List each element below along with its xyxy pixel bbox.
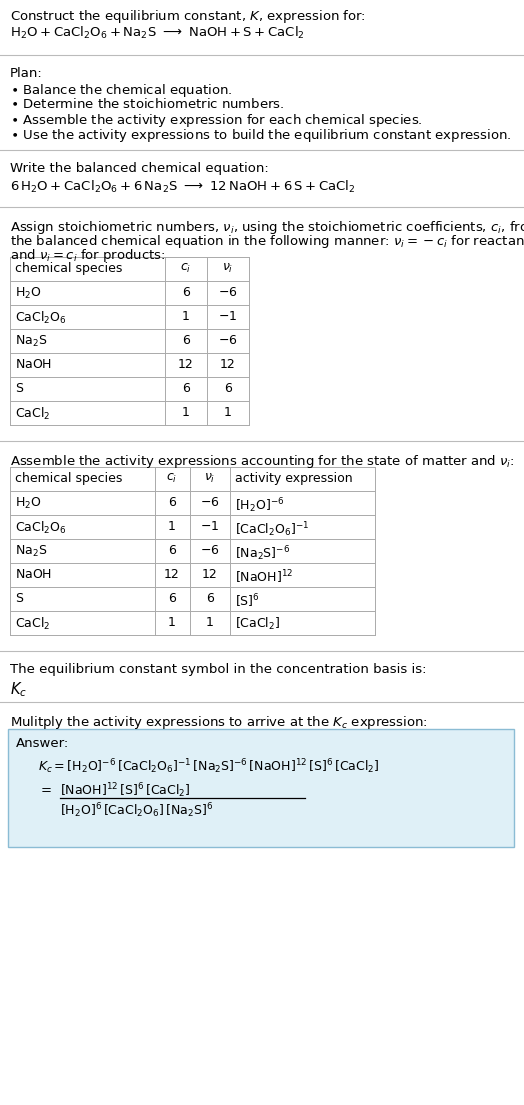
- Text: the balanced chemical equation in the following manner: $\nu_i = -c_i$ for react: the balanced chemical equation in the fo…: [10, 233, 524, 250]
- Text: $\mathrm{NaOH}$: $\mathrm{NaOH}$: [15, 358, 52, 371]
- Text: $\bullet$ Assemble the activity expression for each chemical species.: $\bullet$ Assemble the activity expressi…: [10, 112, 423, 129]
- Text: $K_c$: $K_c$: [10, 680, 27, 698]
- Text: 6: 6: [168, 544, 176, 557]
- Text: $[\mathrm{NaOH}]^{12}\,[\mathrm{S}]^{6}\,[\mathrm{CaCl_2}]$: $[\mathrm{NaOH}]^{12}\,[\mathrm{S}]^{6}\…: [60, 781, 191, 800]
- Text: $\mathrm{Na_2S}$: $\mathrm{Na_2S}$: [15, 544, 47, 559]
- Text: Assign stoichiometric numbers, $\nu_i$, using the stoichiometric coefficients, $: Assign stoichiometric numbers, $\nu_i$, …: [10, 219, 524, 236]
- Text: 1: 1: [168, 520, 176, 533]
- Text: 1: 1: [168, 615, 176, 629]
- Text: $\mathrm{CaCl_2}$: $\mathrm{CaCl_2}$: [15, 406, 50, 422]
- Text: $[\mathrm{H_2O}]^{-6}$: $[\mathrm{H_2O}]^{-6}$: [235, 496, 285, 515]
- Text: $[\mathrm{CaCl_2O_6}]^{-1}$: $[\mathrm{CaCl_2O_6}]^{-1}$: [235, 520, 310, 539]
- Text: Answer:: Answer:: [16, 737, 69, 750]
- Text: $-$6: $-$6: [200, 496, 220, 509]
- Text: $[\mathrm{S}]^{6}$: $[\mathrm{S}]^{6}$: [235, 592, 260, 610]
- Text: $-$6: $-$6: [200, 544, 220, 557]
- Text: 6: 6: [182, 334, 190, 347]
- Text: and $\nu_i = c_i$ for products:: and $\nu_i = c_i$ for products:: [10, 248, 166, 264]
- Text: $c_i$: $c_i$: [166, 472, 178, 485]
- Text: $\bullet$ Determine the stoichiometric numbers.: $\bullet$ Determine the stoichiometric n…: [10, 97, 285, 110]
- Text: $\mathrm{S}$: $\mathrm{S}$: [15, 382, 24, 394]
- Text: 1: 1: [182, 406, 190, 419]
- Text: 6: 6: [168, 592, 176, 606]
- Text: 12: 12: [164, 568, 180, 581]
- Text: $\mathrm{CaCl_2O_6}$: $\mathrm{CaCl_2O_6}$: [15, 520, 67, 536]
- Text: $[\mathrm{CaCl_2}]$: $[\mathrm{CaCl_2}]$: [235, 615, 280, 632]
- Text: $-$1: $-$1: [219, 311, 237, 323]
- Text: 1: 1: [182, 311, 190, 323]
- Text: activity expression: activity expression: [235, 472, 353, 485]
- Text: 12: 12: [178, 358, 194, 371]
- Text: Plan:: Plan:: [10, 67, 43, 80]
- Text: $K_c = [\mathrm{H_2O}]^{-6}\,[\mathrm{CaCl_2O_6}]^{-1}\,[\mathrm{Na_2S}]^{-6}\,[: $K_c = [\mathrm{H_2O}]^{-6}\,[\mathrm{Ca…: [38, 757, 380, 776]
- Text: $[\mathrm{NaOH}]^{12}$: $[\mathrm{NaOH}]^{12}$: [235, 568, 293, 586]
- Text: $\mathrm{CaCl_2O_6}$: $\mathrm{CaCl_2O_6}$: [15, 311, 67, 326]
- Text: 6: 6: [182, 382, 190, 394]
- Text: 6: 6: [182, 286, 190, 299]
- Text: $\mathrm{6\,H_2O + CaCl_2O_6 + 6\,Na_2S}$ $\longrightarrow$ $\mathrm{12\,NaOH + : $\mathrm{6\,H_2O + CaCl_2O_6 + 6\,Na_2S}…: [10, 179, 356, 196]
- Text: $-$1: $-$1: [200, 520, 220, 533]
- Text: chemical species: chemical species: [15, 262, 123, 275]
- FancyBboxPatch shape: [8, 729, 514, 848]
- Text: 1: 1: [206, 615, 214, 629]
- Text: 1: 1: [224, 406, 232, 419]
- Text: 6: 6: [224, 382, 232, 394]
- Text: $\mathrm{Na_2S}$: $\mathrm{Na_2S}$: [15, 334, 47, 349]
- Text: $c_i$: $c_i$: [180, 262, 192, 275]
- Text: 6: 6: [206, 592, 214, 606]
- Text: Mulitply the activity expressions to arrive at the $K_c$ expression:: Mulitply the activity expressions to arr…: [10, 714, 428, 732]
- Text: $\bullet$ Balance the chemical equation.: $\bullet$ Balance the chemical equation.: [10, 82, 233, 99]
- Text: 12: 12: [220, 358, 236, 371]
- Text: Construct the equilibrium constant, $K$, expression for:: Construct the equilibrium constant, $K$,…: [10, 8, 366, 25]
- Text: $\nu_i$: $\nu_i$: [222, 262, 234, 275]
- Text: $-$6: $-$6: [218, 286, 238, 299]
- Text: 6: 6: [168, 496, 176, 509]
- Text: $\mathrm{S}$: $\mathrm{S}$: [15, 592, 24, 606]
- Text: chemical species: chemical species: [15, 472, 123, 485]
- Text: $=$: $=$: [38, 782, 52, 796]
- Text: Write the balanced chemical equation:: Write the balanced chemical equation:: [10, 162, 269, 175]
- Text: Assemble the activity expressions accounting for the state of matter and $\nu_i$: Assemble the activity expressions accoun…: [10, 453, 515, 470]
- Text: $\bullet$ Use the activity expressions to build the equilibrium constant express: $\bullet$ Use the activity expressions t…: [10, 127, 511, 144]
- Text: $\mathrm{H_2O}$: $\mathrm{H_2O}$: [15, 496, 41, 512]
- Text: $\mathrm{CaCl_2}$: $\mathrm{CaCl_2}$: [15, 615, 50, 632]
- Text: $\nu_i$: $\nu_i$: [204, 472, 216, 485]
- Text: $[\mathrm{Na_2S}]^{-6}$: $[\mathrm{Na_2S}]^{-6}$: [235, 544, 290, 562]
- Text: The equilibrium constant symbol in the concentration basis is:: The equilibrium constant symbol in the c…: [10, 663, 427, 676]
- Text: $\mathrm{H_2O}$: $\mathrm{H_2O}$: [15, 286, 41, 301]
- Text: $\mathrm{NaOH}$: $\mathrm{NaOH}$: [15, 568, 52, 581]
- Text: $-$6: $-$6: [218, 334, 238, 347]
- Text: $[\mathrm{H_2O}]^{6}\,[\mathrm{CaCl_2O_6}]\,[\mathrm{Na_2S}]^{6}$: $[\mathrm{H_2O}]^{6}\,[\mathrm{CaCl_2O_6…: [60, 801, 213, 820]
- Text: 12: 12: [202, 568, 218, 581]
- Text: $\mathrm{H_2O + CaCl_2O_6 + Na_2S}$ $\longrightarrow$ $\mathrm{NaOH + S + CaCl_2: $\mathrm{H_2O + CaCl_2O_6 + Na_2S}$ $\lo…: [10, 25, 305, 41]
